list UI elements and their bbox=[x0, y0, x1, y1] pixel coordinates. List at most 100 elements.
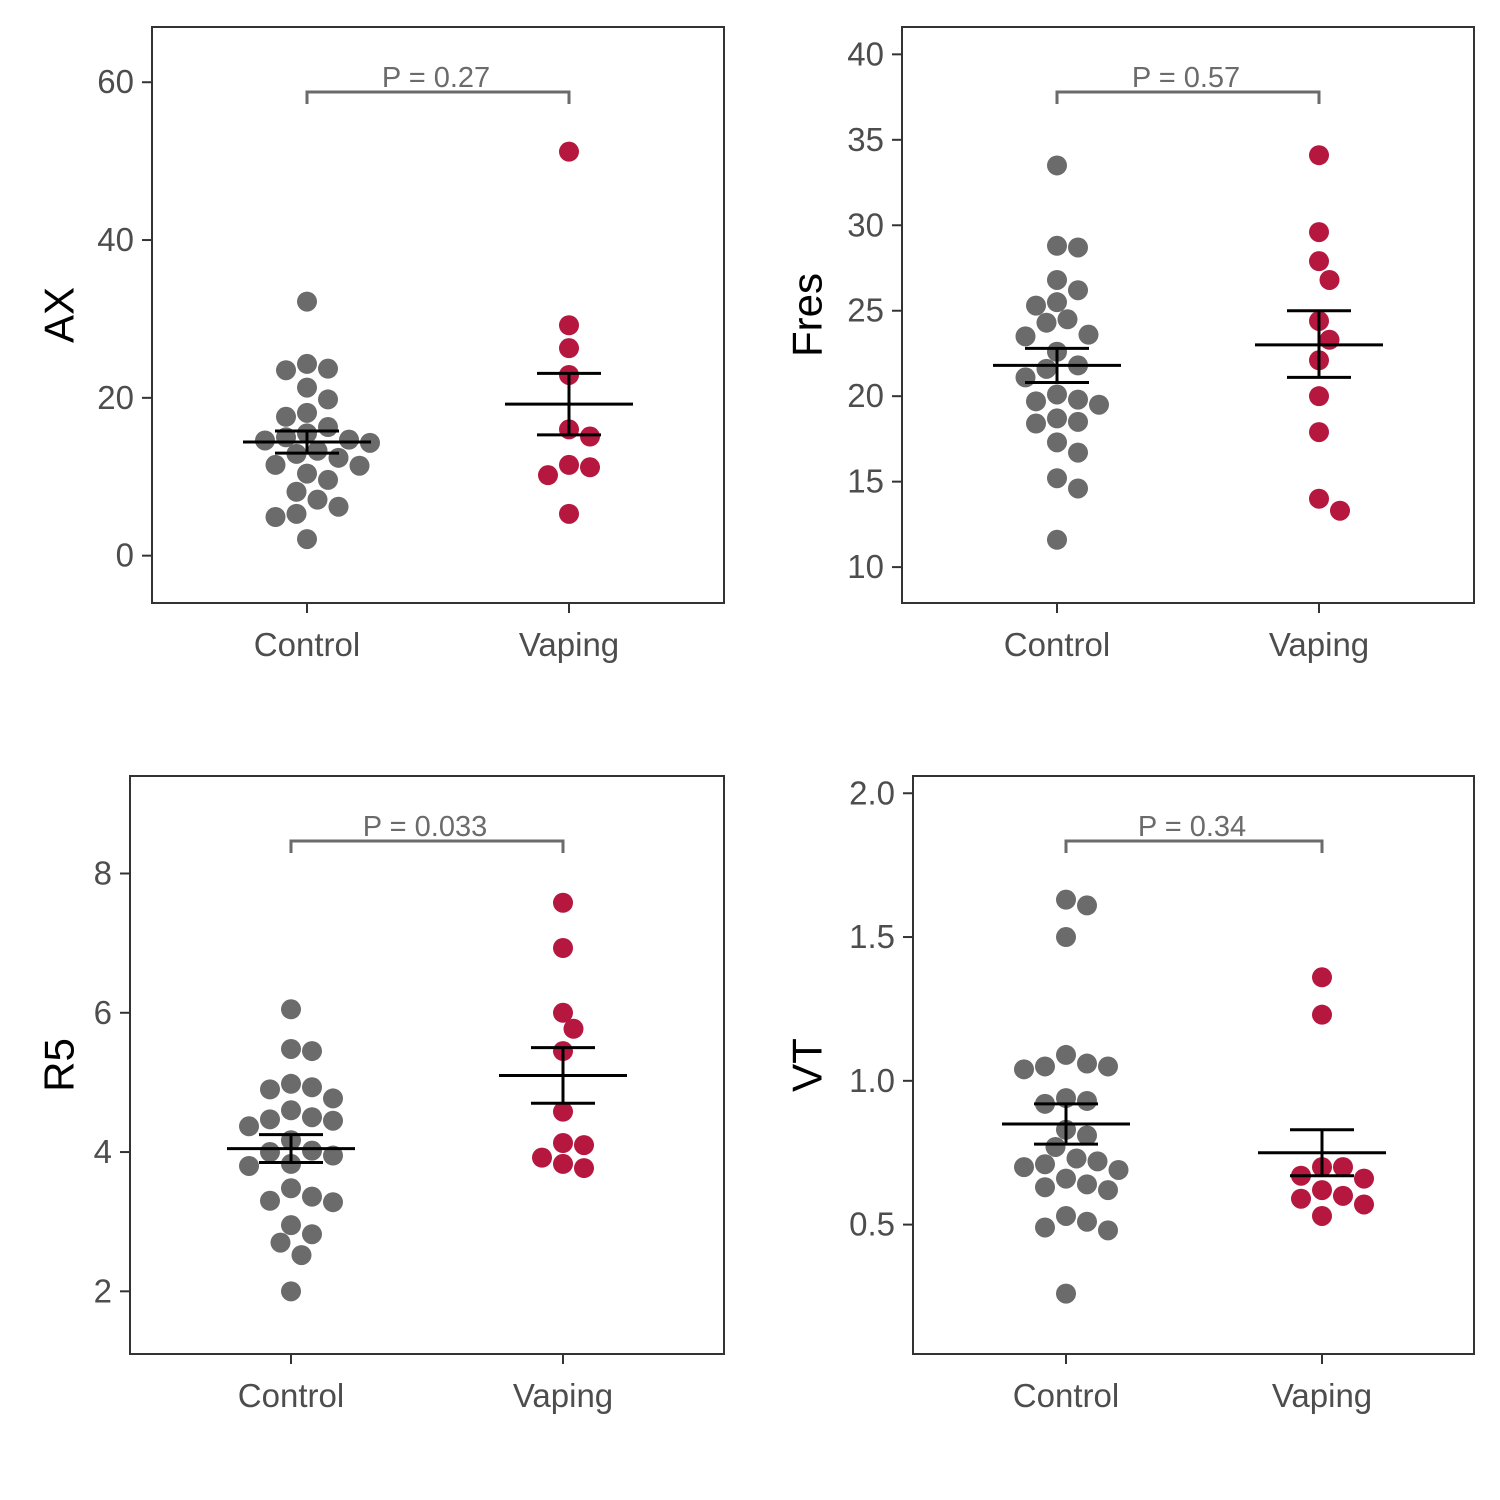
data-point-control bbox=[307, 440, 328, 461]
data-point-control bbox=[239, 1155, 259, 1176]
data-point-control bbox=[302, 1140, 322, 1161]
data-point-control bbox=[1077, 1053, 1097, 1074]
y-tick-label: 10 bbox=[847, 548, 884, 585]
data-point-control bbox=[1098, 1220, 1118, 1241]
x-tick-label: Control bbox=[1004, 626, 1110, 663]
data-point-control bbox=[1056, 1283, 1076, 1304]
data-point-control bbox=[318, 469, 338, 490]
data-point-control bbox=[1015, 326, 1036, 347]
data-point-control bbox=[1056, 1044, 1076, 1065]
data-point-control bbox=[1056, 927, 1076, 948]
x-tick-label: Control bbox=[1013, 1377, 1119, 1414]
data-point-control bbox=[239, 1116, 259, 1137]
data-point-control bbox=[1078, 324, 1099, 345]
data-point-control bbox=[323, 1110, 343, 1131]
data-point-control bbox=[1068, 411, 1088, 432]
y-tick-label: 1.0 bbox=[849, 1062, 895, 1099]
data-point-control bbox=[1077, 1125, 1097, 1146]
data-point-control bbox=[1077, 1211, 1097, 1232]
p-value-label: P = 0.34 bbox=[1138, 811, 1246, 843]
data-point-control bbox=[297, 402, 317, 423]
data-point-vaping bbox=[559, 503, 579, 524]
data-point-control bbox=[1035, 1217, 1055, 1238]
data-point-control bbox=[1015, 367, 1036, 388]
data-point-control bbox=[328, 496, 349, 517]
y-tick-label: 8 bbox=[94, 854, 112, 891]
data-point-control bbox=[281, 1038, 301, 1059]
panel-r5: 2 4 6 8 Control Vaping R5 P = 0.033 bbox=[36, 775, 725, 1414]
data-point-vaping bbox=[1309, 222, 1329, 243]
data-point-vaping bbox=[1354, 1194, 1374, 1215]
y-axis-title: Fres bbox=[784, 273, 831, 357]
data-point-vaping bbox=[1312, 967, 1332, 988]
data-point-vaping bbox=[574, 1158, 594, 1179]
y-tick-label: 6 bbox=[94, 994, 112, 1031]
data-point-control bbox=[1047, 432, 1067, 453]
data-point-control bbox=[349, 455, 370, 476]
y-tick-label: 2.0 bbox=[849, 774, 895, 811]
data-point-control bbox=[1026, 391, 1046, 412]
data-point-control bbox=[281, 1178, 301, 1199]
data-point-control bbox=[302, 1186, 322, 1207]
data-point-control bbox=[302, 1077, 322, 1098]
data-point-vaping bbox=[580, 457, 600, 478]
data-point-vaping bbox=[1330, 500, 1350, 521]
data-point-control bbox=[281, 1073, 301, 1094]
data-point-vaping bbox=[553, 938, 573, 959]
data-point-vaping bbox=[1312, 1180, 1332, 1201]
data-point-vaping bbox=[1309, 386, 1329, 407]
y-tick-label: 30 bbox=[847, 206, 884, 243]
data-point-control bbox=[260, 1079, 280, 1100]
data-point-vaping bbox=[553, 892, 573, 913]
panel-ax: 0 20 40 60 Control Vaping AX P = 0.27 bbox=[36, 26, 725, 663]
data-point-control bbox=[276, 406, 296, 427]
data-point-control bbox=[1026, 413, 1046, 434]
data-point-control bbox=[1014, 1059, 1034, 1080]
data-point-vaping bbox=[559, 315, 579, 336]
data-point-control bbox=[260, 1109, 280, 1130]
data-point-vaping bbox=[1291, 1188, 1311, 1209]
data-point-control bbox=[323, 1145, 343, 1166]
data-point-control bbox=[1047, 384, 1067, 405]
data-point-control bbox=[302, 1107, 322, 1128]
data-point-control bbox=[302, 1224, 322, 1245]
panel-frame bbox=[129, 775, 725, 1355]
data-point-vaping bbox=[1309, 422, 1329, 443]
data-point-control bbox=[281, 1281, 301, 1302]
data-point-control bbox=[265, 506, 286, 527]
data-point-control bbox=[1014, 1157, 1034, 1178]
data-point-control bbox=[328, 447, 349, 468]
significance-bracket bbox=[305, 90, 571, 104]
data-point-control bbox=[318, 358, 338, 379]
data-point-vaping bbox=[580, 426, 600, 447]
data-point-control bbox=[260, 1190, 280, 1211]
panel-frame bbox=[901, 26, 1475, 604]
p-value-label: P = 0.57 bbox=[1132, 62, 1240, 94]
data-point-control bbox=[302, 1041, 322, 1062]
data-point-control bbox=[1047, 269, 1067, 290]
data-point-control bbox=[1047, 235, 1067, 256]
data-point-control bbox=[1026, 295, 1046, 316]
data-point-control bbox=[1047, 408, 1067, 429]
data-point-control bbox=[281, 999, 301, 1020]
x-tick-label: Vaping bbox=[513, 1377, 613, 1414]
data-point-vaping bbox=[1333, 1185, 1353, 1206]
data-point-control bbox=[318, 389, 338, 410]
data-point-control bbox=[323, 1088, 343, 1109]
data-point-control bbox=[1035, 1154, 1055, 1175]
data-point-vaping bbox=[1309, 251, 1329, 272]
data-point-control bbox=[1056, 1205, 1076, 1226]
data-point-control bbox=[1098, 1056, 1118, 1077]
data-point-control bbox=[297, 529, 317, 550]
data-point-control bbox=[297, 377, 317, 398]
panel-fres: 10 15 20 25 30 35 40 Control Vaping Fres P = 0.57 bbox=[784, 26, 1475, 663]
data-point-vaping bbox=[553, 1153, 573, 1174]
data-point-vaping bbox=[1312, 1004, 1332, 1025]
data-point-control bbox=[318, 417, 338, 438]
x-tick-label: Vaping bbox=[519, 626, 619, 663]
x-tick-label: Vaping bbox=[1272, 1377, 1372, 1414]
data-point-control bbox=[297, 291, 317, 312]
data-point-vaping bbox=[559, 454, 579, 475]
y-tick-label: 0 bbox=[116, 537, 134, 574]
data-point-vaping bbox=[574, 1135, 594, 1156]
